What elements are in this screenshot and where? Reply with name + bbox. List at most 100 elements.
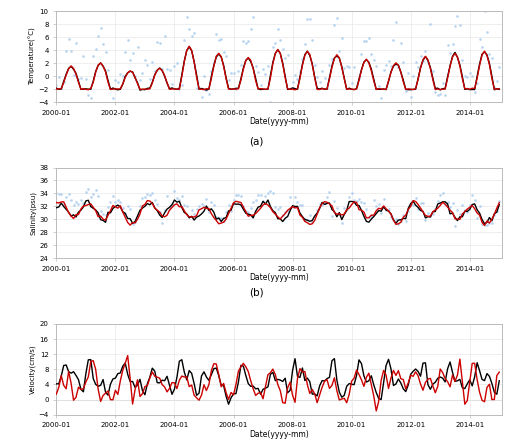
Point: [244, 209, 252, 216]
Point: [367, 51, 375, 58]
Point: [92, 186, 100, 194]
Point: [138, 70, 146, 77]
Point: [303, 217, 311, 224]
Point: [274, 206, 282, 213]
Point: [215, 215, 223, 222]
Point: [138, 194, 146, 201]
Point: [234, 191, 243, 198]
Point: [276, 203, 284, 211]
Point: [436, 192, 444, 199]
Point: [419, 57, 427, 64]
Point: [296, 68, 304, 75]
Point: [446, 49, 454, 56]
Point: [99, 41, 107, 48]
Point: [471, 196, 479, 203]
Point: [284, 207, 292, 215]
Point: [170, 63, 179, 70]
Point: [463, 208, 472, 215]
Point: [187, 33, 196, 40]
Point: [62, 47, 70, 54]
Point: [404, 207, 412, 215]
Point: [409, 72, 417, 79]
Point: [446, 204, 454, 211]
Point: [264, 190, 272, 197]
Point: [465, 70, 474, 77]
Point: [401, 87, 410, 94]
Point: [52, 81, 60, 88]
Point: [79, 53, 88, 60]
Point: [119, 205, 127, 212]
Point: [146, 76, 154, 83]
Point: [407, 201, 415, 208]
Point: [79, 199, 88, 206]
Point: [99, 210, 107, 217]
Point: [92, 45, 100, 53]
Point: [212, 31, 220, 38]
Point: [77, 74, 85, 82]
Point: [443, 198, 452, 206]
Point: [379, 195, 388, 202]
Point: [84, 186, 92, 193]
Point: [372, 203, 380, 210]
Point: [111, 198, 119, 205]
Point: [478, 43, 486, 50]
Point: [151, 197, 159, 204]
X-axis label: Date(yyyy-mm): Date(yyyy-mm): [249, 117, 309, 126]
Point: [439, 80, 447, 87]
Point: [217, 36, 225, 43]
Point: [156, 208, 164, 215]
Point: [87, 95, 95, 102]
Point: [266, 99, 274, 106]
Y-axis label: Velocity(cm/s): Velocity(cm/s): [29, 344, 36, 394]
Y-axis label: Salinity(psu): Salinity(psu): [30, 191, 37, 235]
Point: [190, 29, 198, 36]
Point: [247, 204, 255, 211]
Point: [306, 15, 314, 22]
Point: [279, 45, 287, 52]
Point: [456, 210, 464, 217]
Point: [116, 71, 124, 78]
Point: [340, 65, 348, 72]
Point: [134, 44, 142, 51]
Point: [298, 201, 307, 208]
Point: [185, 25, 194, 33]
Point: [449, 199, 457, 206]
Point: [111, 77, 119, 84]
Point: [389, 37, 397, 44]
Point: [269, 44, 277, 51]
Point: [333, 14, 341, 21]
Point: [345, 194, 353, 201]
Point: [355, 74, 363, 82]
Point: [350, 63, 358, 70]
Point: [409, 201, 417, 208]
Point: [343, 205, 351, 212]
Point: [321, 74, 329, 82]
Point: [187, 206, 196, 213]
Point: [315, 79, 324, 86]
Point: [451, 223, 459, 230]
Point: [421, 47, 430, 54]
Point: [330, 198, 338, 205]
Point: [106, 116, 115, 123]
Point: [404, 70, 412, 77]
Point: [328, 212, 336, 219]
Point: [222, 53, 230, 60]
Point: [463, 74, 472, 81]
Point: [377, 210, 385, 217]
Point: [279, 211, 287, 219]
Point: [338, 220, 346, 227]
Point: [89, 53, 97, 60]
Point: [72, 40, 80, 47]
Point: [198, 201, 206, 208]
Point: [357, 51, 366, 58]
Point: [165, 67, 174, 74]
Point: [335, 47, 344, 54]
Point: [116, 198, 124, 206]
Point: [461, 206, 469, 213]
Point: [397, 217, 405, 224]
Point: [439, 189, 447, 196]
Point: [306, 211, 314, 219]
Point: [394, 220, 402, 227]
Point: [293, 76, 302, 83]
X-axis label: Date(yyyy-mm): Date(yyyy-mm): [249, 430, 309, 439]
